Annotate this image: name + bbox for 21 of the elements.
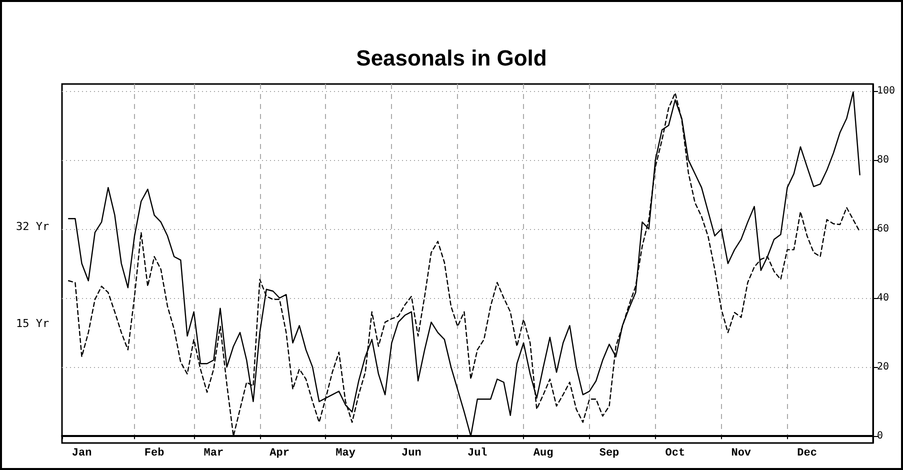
series-label: 32 Yr (16, 220, 50, 233)
x-tick-label: Aug (533, 448, 554, 460)
y-tick-label: 100 (877, 85, 896, 96)
x-tick-label: Oct (665, 448, 686, 460)
x-tick-label: Feb (144, 448, 165, 460)
y-tick-label: 80 (877, 154, 890, 166)
x-tick-label: May (336, 448, 356, 460)
x-tick-label: Jul (467, 448, 488, 460)
x-tick-label: Jan (72, 448, 92, 460)
y-tick-label: 20 (877, 362, 890, 373)
x-tick-label: Apr (270, 448, 290, 460)
y-tick-label: 0 (877, 430, 884, 442)
y-tick-label: 60 (877, 223, 890, 234)
y-tick-label: 40 (877, 292, 890, 304)
x-tick-label: Jun (402, 448, 422, 460)
text: 15 Yr (16, 317, 50, 330)
x-tick-label: Nov (731, 448, 752, 460)
chart-title: Seasonals in Gold (356, 46, 547, 70)
x-tick-label: Dec (797, 448, 817, 460)
x-tick-label: Sep (599, 448, 620, 460)
x-tick-label: Mar (204, 448, 224, 460)
